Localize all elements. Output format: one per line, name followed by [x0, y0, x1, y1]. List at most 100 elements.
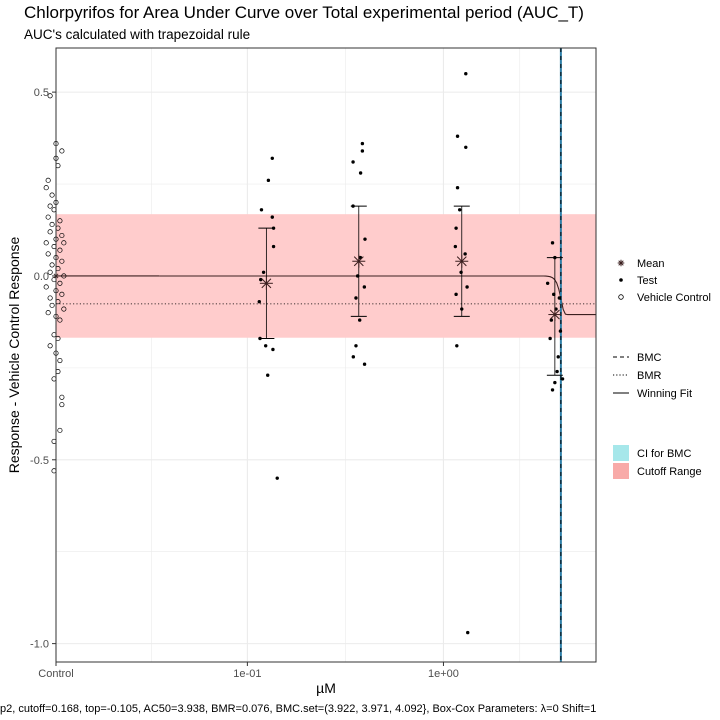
vehicle-control-point	[59, 394, 65, 400]
test-point	[270, 156, 274, 160]
vehicle-control-point	[45, 214, 51, 220]
test-point	[266, 178, 271, 183]
vehicle-control-point	[57, 280, 63, 286]
vehicle-control-point	[61, 240, 67, 246]
vehicle-control-point	[61, 306, 67, 312]
vehicle-control-point	[59, 258, 65, 264]
test-point	[464, 72, 468, 76]
test-point	[557, 296, 562, 300]
test-point	[358, 318, 362, 322]
data-points	[43, 72, 565, 635]
axis-ticks: 0.5 0.0 -0.5 -1.0 Control 1e-01 1e+00	[30, 87, 459, 680]
mean-marker-stroke	[549, 309, 560, 320]
test-point	[550, 388, 555, 392]
legend-fill-key	[613, 445, 629, 461]
legend-label: Winning Fit	[637, 388, 692, 400]
plot-panel	[43, 47, 597, 663]
test-point	[556, 355, 560, 359]
test-point	[466, 630, 470, 635]
vehicle-control-point	[45, 177, 51, 183]
y-tick-label: 0.5	[34, 87, 49, 99]
test-point	[550, 241, 555, 245]
test-point	[275, 476, 279, 480]
vehicle-control-point	[43, 284, 49, 290]
mean-marker	[352, 254, 366, 268]
winning-fit-curve	[159, 275, 596, 316]
y-axis-title: Response - Vehicle Control Response	[6, 236, 22, 473]
test-point	[257, 299, 261, 304]
summary-markers	[53, 205, 563, 376]
test-point	[463, 252, 467, 256]
test-point	[360, 141, 365, 146]
grid-lines	[55, 48, 596, 662]
test-point	[263, 344, 268, 348]
test-point	[465, 285, 469, 289]
legend-mean-symbol	[617, 259, 625, 267]
x-tick-label: 1e+00	[428, 668, 459, 680]
test-point	[457, 208, 462, 212]
x-axis-title: µM	[316, 680, 336, 696]
test-point	[454, 292, 458, 297]
mean-marker	[259, 276, 273, 290]
test-point	[351, 160, 355, 164]
vehicle-control-point	[57, 218, 63, 224]
test-point	[455, 134, 460, 138]
test-point	[464, 145, 468, 149]
legend-label: CI for BMC	[637, 448, 691, 460]
legend-label: Cutoff Range	[637, 466, 702, 478]
test-point	[259, 277, 263, 282]
mean-marker	[455, 254, 469, 268]
panel-border	[55, 47, 597, 663]
mean-marker-stroke	[618, 260, 624, 266]
vehicle-control-point	[47, 93, 53, 99]
test-point	[259, 208, 264, 212]
test-point	[354, 344, 358, 348]
test-point	[354, 296, 358, 300]
y-tick-label: -0.5	[30, 455, 49, 467]
vehicle-control-point	[57, 247, 63, 253]
y-tick-label: 0.0	[34, 271, 49, 283]
panel-background	[56, 48, 596, 662]
y-tick-label: -1.0	[30, 639, 49, 651]
legend-item: CI for BMC	[613, 445, 691, 461]
vehicle-control-point	[57, 317, 63, 323]
legend-item: BMC	[613, 352, 662, 364]
legend-label: Test	[637, 275, 657, 287]
vehicle-control-point	[59, 402, 65, 408]
test-point	[363, 237, 367, 241]
legend-label: BMC	[637, 352, 662, 364]
vehicle-control-point	[47, 229, 53, 235]
test-point	[351, 355, 356, 359]
vehicle-control-point	[47, 269, 53, 275]
chart-caption: p2, cutoff=0.168, top=-0.105, AC50=3.938…	[0, 703, 596, 715]
mean-marker-stroke	[456, 256, 467, 267]
test-point	[553, 380, 557, 385]
legend-item: BMR	[613, 370, 662, 382]
legend-vehicle-symbol	[618, 294, 624, 300]
mean-marker-stroke	[353, 256, 364, 267]
legend-item: Winning Fit	[613, 388, 692, 400]
test-point	[261, 270, 266, 274]
test-point	[555, 369, 559, 374]
test-point	[548, 336, 552, 341]
vehicle-control-point	[59, 148, 65, 154]
test-point	[453, 244, 458, 249]
vehicle-control-point	[49, 302, 55, 308]
legend-item: Test	[619, 275, 657, 287]
legend-test-symbol	[619, 278, 623, 282]
test-point	[560, 377, 565, 381]
mean-marker-stroke	[261, 278, 272, 289]
legend-item: Cutoff Range	[613, 463, 702, 479]
test-point	[270, 215, 274, 219]
test-point	[271, 347, 275, 352]
x-tick-label: 1e-01	[233, 668, 261, 680]
test-point	[360, 149, 365, 153]
test-point	[358, 171, 363, 175]
legend-label: BMR	[637, 370, 662, 382]
test-point	[271, 244, 276, 249]
vehicle-control-point	[49, 221, 55, 228]
vehicle-control-point	[57, 427, 63, 433]
test-point	[362, 285, 367, 289]
vehicle-control-point	[43, 240, 49, 246]
